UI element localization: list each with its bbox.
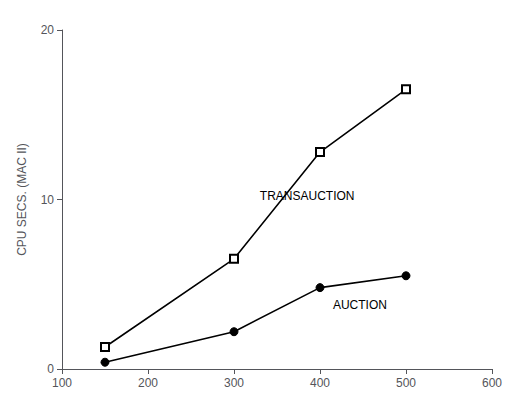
svg-text:500: 500 — [396, 376, 416, 390]
svg-text:AUCTION: AUCTION — [333, 298, 387, 312]
svg-text:100: 100 — [52, 376, 72, 390]
svg-text:CPU SECS. (MAC II): CPU SECS. (MAC II) — [15, 143, 29, 256]
svg-text:0: 0 — [47, 362, 54, 376]
svg-text:TRANSAUCTION: TRANSAUCTION — [260, 189, 355, 203]
svg-text:20: 20 — [41, 23, 55, 37]
svg-text:400: 400 — [310, 376, 330, 390]
svg-text:600: 600 — [482, 376, 502, 390]
svg-text:10: 10 — [41, 193, 55, 207]
svg-text:300: 300 — [224, 376, 244, 390]
svg-text:200: 200 — [138, 376, 158, 390]
